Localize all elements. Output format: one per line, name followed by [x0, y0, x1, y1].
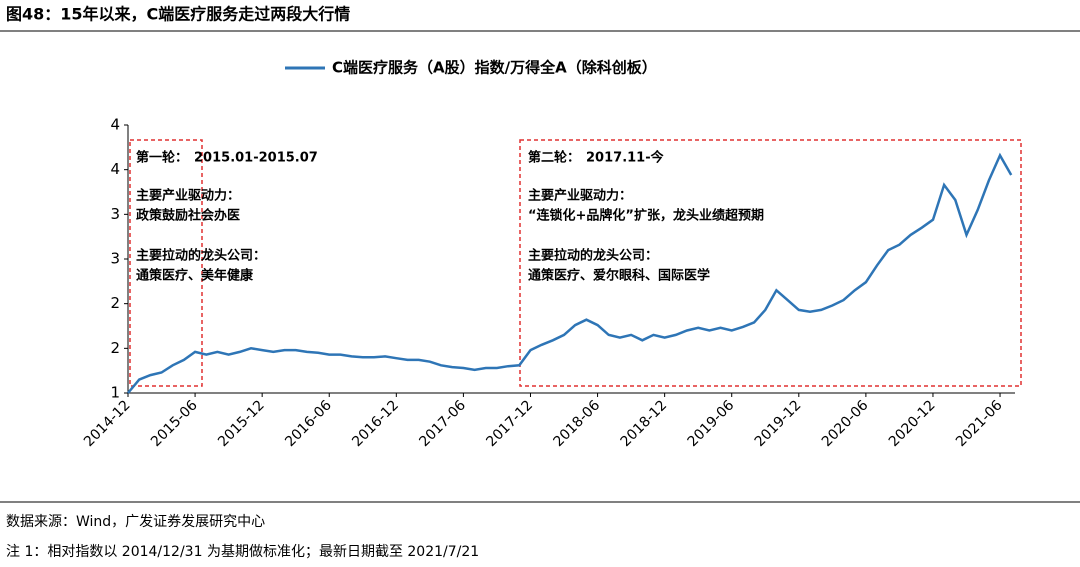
period-box	[129, 139, 203, 387]
x-tick-label: 2015-06	[148, 397, 201, 450]
y-tick-label: 1	[110, 384, 120, 402]
legend-label: C端医疗服务（A股）指数/万得全A（除科创板）	[332, 59, 657, 77]
x-tick-label: 2015-12	[215, 397, 268, 450]
x-tick-label: 2018-12	[618, 397, 671, 450]
x-tick-label: 2021-06	[953, 397, 1006, 450]
y-tick-label: 4	[110, 160, 120, 178]
chart-title: 图48：15年以来，C端医疗服务走过两段大行情	[6, 5, 350, 24]
annotation-driver-label: 主要产业驱动力：	[136, 188, 240, 204]
y-tick-label: 2	[110, 339, 120, 357]
annotation-driver-label: 主要产业驱动力：	[528, 188, 632, 204]
x-tick-label: 2020-12	[886, 397, 939, 450]
x-tick-label: 2020-06	[819, 397, 872, 450]
x-tick-label: 2014-12	[81, 397, 134, 450]
footnote: 注 1：相对指数以 2014/12/31 为基期做标准化；最新日期截至 2021…	[6, 543, 479, 560]
y-tick-label: 2	[110, 294, 120, 312]
annotation-heading: 第二轮：	[528, 150, 580, 166]
annotation-leaders: 通策医疗、美年健康	[136, 268, 254, 284]
period-box	[519, 139, 1022, 387]
annotation-leader-label: 主要拉动的龙头公司：	[528, 248, 658, 264]
annotation-period: 2015.01-2015.07	[194, 151, 318, 166]
x-tick-label: 2018-06	[551, 397, 604, 450]
y-tick-label: 3	[110, 250, 120, 268]
source-note: 数据来源：Wind，广发证券发展研究中心	[6, 514, 265, 530]
annotation-period: 2017.11-今	[586, 150, 665, 166]
annotation-driver: “连锁化+品牌化”扩张，龙头业绩超预期	[528, 208, 764, 224]
x-tick-label: 2019-12	[752, 397, 805, 450]
annotation-heading: 第一轮：	[136, 150, 188, 166]
line-series	[127, 152, 1013, 394]
x-tick-label: 2016-12	[349, 397, 402, 450]
annotation-leaders: 通策医疗、爱尔眼科、国际医学	[528, 268, 710, 284]
y-tick-label: 4	[110, 116, 120, 134]
y-tick-label: 3	[110, 205, 120, 223]
x-tick-label: 2017-12	[483, 397, 536, 450]
x-tick-label: 2017-06	[416, 397, 469, 450]
annotation-leader-label: 主要拉动的龙头公司：	[136, 248, 266, 264]
x-tick-label: 2019-06	[685, 397, 738, 450]
annotation-driver: 政策鼓励社会办医	[136, 208, 240, 224]
x-tick-label: 2016-06	[282, 397, 335, 450]
